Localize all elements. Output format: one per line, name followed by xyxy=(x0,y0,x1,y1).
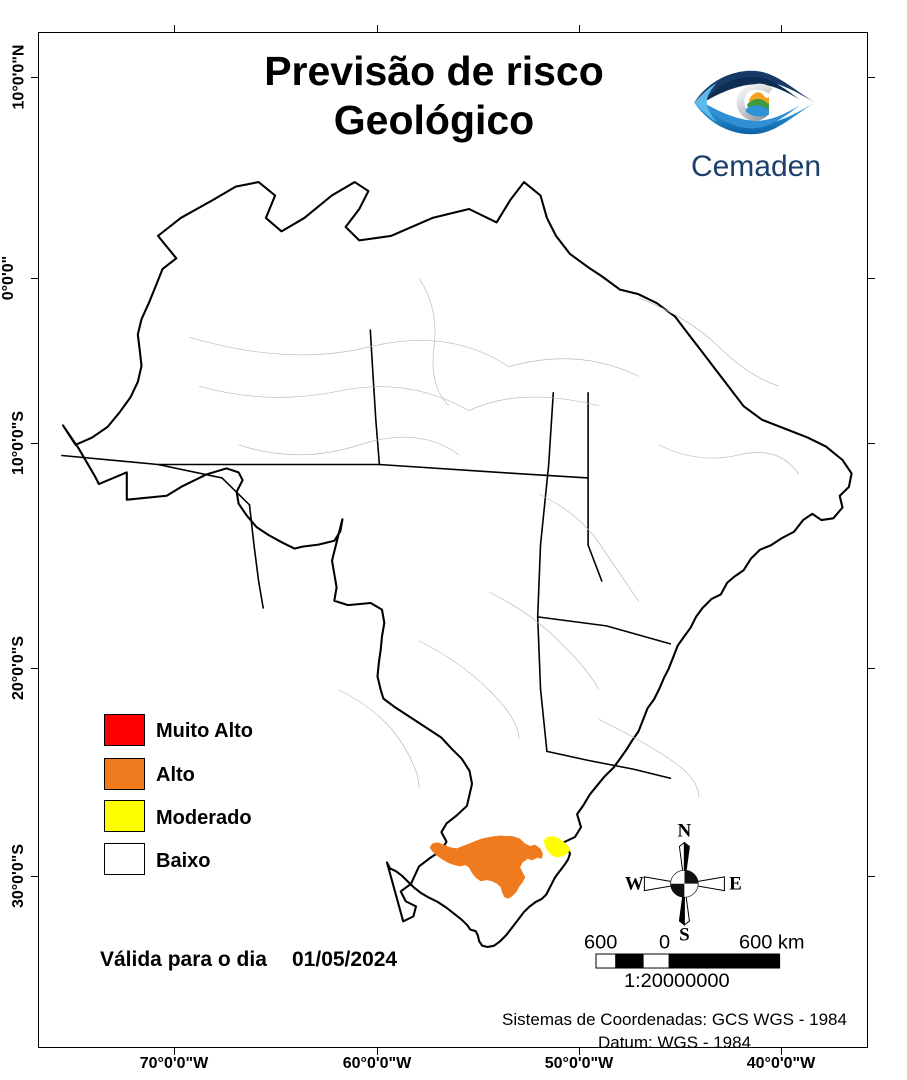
svg-text:E: E xyxy=(729,874,742,895)
svg-text:N: N xyxy=(678,821,692,842)
svg-text:W: W xyxy=(625,874,644,895)
svg-text:S: S xyxy=(679,925,690,946)
svg-text:1:20000000: 1:20000000 xyxy=(624,970,730,992)
svg-text:0: 0 xyxy=(659,932,670,954)
svg-text:600: 600 xyxy=(584,932,617,954)
svg-text:600 km: 600 km xyxy=(739,932,805,954)
